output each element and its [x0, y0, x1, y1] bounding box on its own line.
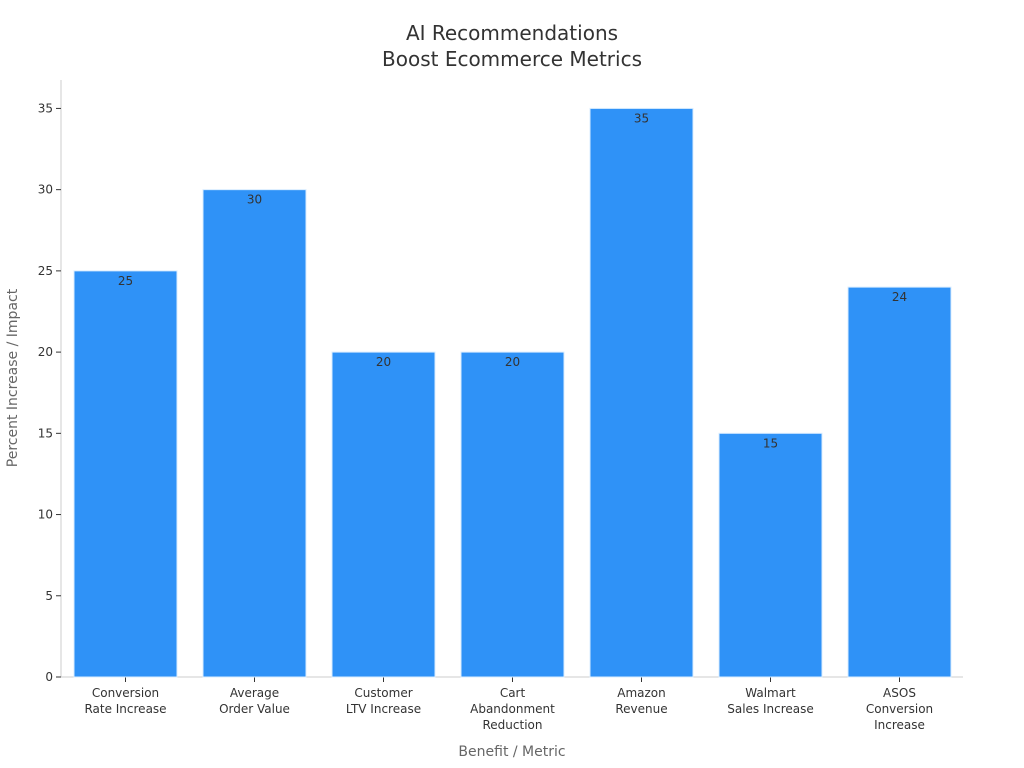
x-tick-label: Amazon Revenue — [615, 686, 667, 716]
bar — [202, 189, 307, 678]
bar-value-label: 30 — [247, 193, 262, 207]
x-axis — [61, 676, 963, 682]
y-tick-label: 5 — [45, 589, 53, 603]
y-tick-label: 30 — [38, 183, 53, 197]
y-tick-label: 25 — [38, 264, 53, 278]
y-tick-labels: 0 5 10 15 20 25 30 35 — [38, 101, 53, 684]
y-axis-label: Percent Increase / Impact — [5, 288, 21, 467]
bar — [73, 270, 178, 678]
bar-value-label: 24 — [892, 290, 907, 304]
y-tick-label: 35 — [38, 101, 53, 115]
y-tick-label: 0 — [45, 670, 53, 684]
bar — [847, 286, 952, 678]
bar-value-label: 15 — [763, 436, 778, 450]
y-tick-label: 15 — [38, 426, 53, 440]
x-axis-label: Benefit / Metric — [458, 744, 565, 760]
bar — [718, 432, 823, 678]
x-tick-label: Cart Abandonment Reduction — [470, 686, 555, 732]
bar-series — [73, 107, 952, 678]
bar — [589, 107, 694, 678]
x-tick-label: Customer LTV Increase — [346, 686, 421, 716]
bar-value-label: 20 — [505, 355, 520, 369]
bar-value-label: 20 — [376, 355, 391, 369]
bar-data-labels: 25 30 20 20 35 15 24 — [118, 111, 907, 450]
x-tick-label: Average Order Value — [219, 686, 290, 716]
y-tick-label: 20 — [38, 345, 53, 359]
bar — [331, 351, 436, 678]
bar-value-label: 35 — [634, 111, 649, 125]
y-tick-label: 10 — [38, 508, 53, 522]
x-tick-label: Walmart Sales Increase — [727, 686, 814, 716]
x-tick-labels: Conversion Rate Increase Average Order Valu… — [84, 686, 933, 732]
chart-title: AI Recommendations Boost Ecommerce Metric… — [382, 21, 642, 71]
y-axis — [56, 80, 62, 678]
x-tick-label: ASOS Conversion Increase — [866, 686, 933, 732]
bar-value-label: 25 — [118, 274, 133, 288]
x-tick-label: Conversion Rate Increase — [84, 686, 166, 716]
bar — [460, 351, 565, 678]
